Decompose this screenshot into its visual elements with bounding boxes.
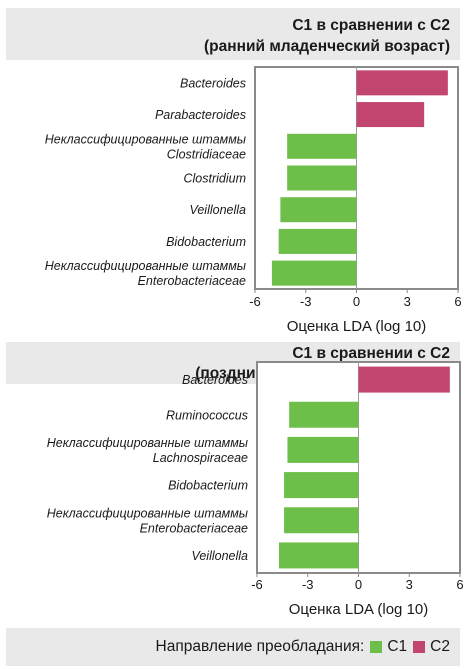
category-label: Veillonella xyxy=(189,203,246,217)
chart-title-box: C1 в сравнении с C2 (ранний младенческий… xyxy=(6,8,460,60)
x-tick-label: 0 xyxy=(353,294,360,309)
legend-item-c1: C1 xyxy=(387,638,408,655)
bar-c1 xyxy=(271,260,357,286)
legend-swatch-c1 xyxy=(370,641,383,653)
category-label: Bidobacterium xyxy=(168,479,248,493)
chart-panel-late: C1 в сравнении с C2 (поздний младенчески… xyxy=(0,340,466,623)
legend-label: Направление преобладания: xyxy=(155,638,365,655)
category-label: Parabacteroides xyxy=(155,108,246,122)
lda-bar-chart-late: Bacteroides Ruminococcus Неклассифицирован… xyxy=(47,361,464,618)
x-tick-label: 6 xyxy=(454,294,461,309)
category-label: Ruminococcus xyxy=(166,408,248,422)
legend: Направление преобладания: C1 C2 xyxy=(6,628,460,666)
x-tick-label: -6 xyxy=(249,294,261,309)
bar-c1 xyxy=(278,542,359,569)
bar-c1 xyxy=(287,165,357,191)
x-tick-label: -3 xyxy=(302,577,314,592)
bar-c1 xyxy=(280,197,357,223)
bar-c1 xyxy=(284,472,359,499)
legend-swatch-c2 xyxy=(413,641,426,653)
bar-c1 xyxy=(278,228,357,254)
chart-subtitle: (ранний младенческий возраст) xyxy=(203,38,450,55)
category-label: Неклассифицированные штаммы Clostridiacea… xyxy=(45,132,246,161)
category-label: Неклассифицированные штаммы Lachnospirace… xyxy=(47,436,248,465)
category-label: Bidobacterium xyxy=(166,235,246,249)
lda-bar-chart-early: Bacteroides Parabacteroides Неклассифициро… xyxy=(45,66,462,335)
legend-item-c2: C2 xyxy=(430,638,450,655)
x-axis-label: Оценка LDA (log 10) xyxy=(289,601,429,618)
category-label: Неклассифицированные штаммы Enterobacteri… xyxy=(45,259,246,288)
x-tick-label: 0 xyxy=(355,577,362,592)
x-tick-label: -3 xyxy=(300,294,312,309)
x-axis-label: Оценка LDA (log 10) xyxy=(287,318,427,335)
bar-c1 xyxy=(287,133,357,159)
bar-c2 xyxy=(356,70,448,96)
bar-c1 xyxy=(284,507,359,534)
x-tick-label: 3 xyxy=(404,294,411,309)
x-tick-label: -6 xyxy=(251,577,263,592)
category-label: Bacteroides xyxy=(182,373,248,387)
category-label: Veillonella xyxy=(191,549,248,563)
bar-c1 xyxy=(289,401,359,428)
bar-c1 xyxy=(287,436,359,463)
chart-panel-early: C1 в сравнении с C2 (ранний младенческий… xyxy=(6,8,462,335)
bar-c2 xyxy=(358,366,450,393)
chart-title: C1 в сравнении с C2 xyxy=(292,17,450,34)
bar-c2 xyxy=(356,102,425,128)
x-tick-label: 3 xyxy=(406,577,413,592)
x-tick-label: 6 xyxy=(456,577,463,592)
chart-title: C1 в сравнении с C2 xyxy=(292,345,450,362)
category-label: Неклассифицированные штаммы Enterobacteri… xyxy=(47,506,248,535)
category-label: Clostridium xyxy=(183,172,246,186)
category-label: Bacteroides xyxy=(180,76,246,90)
